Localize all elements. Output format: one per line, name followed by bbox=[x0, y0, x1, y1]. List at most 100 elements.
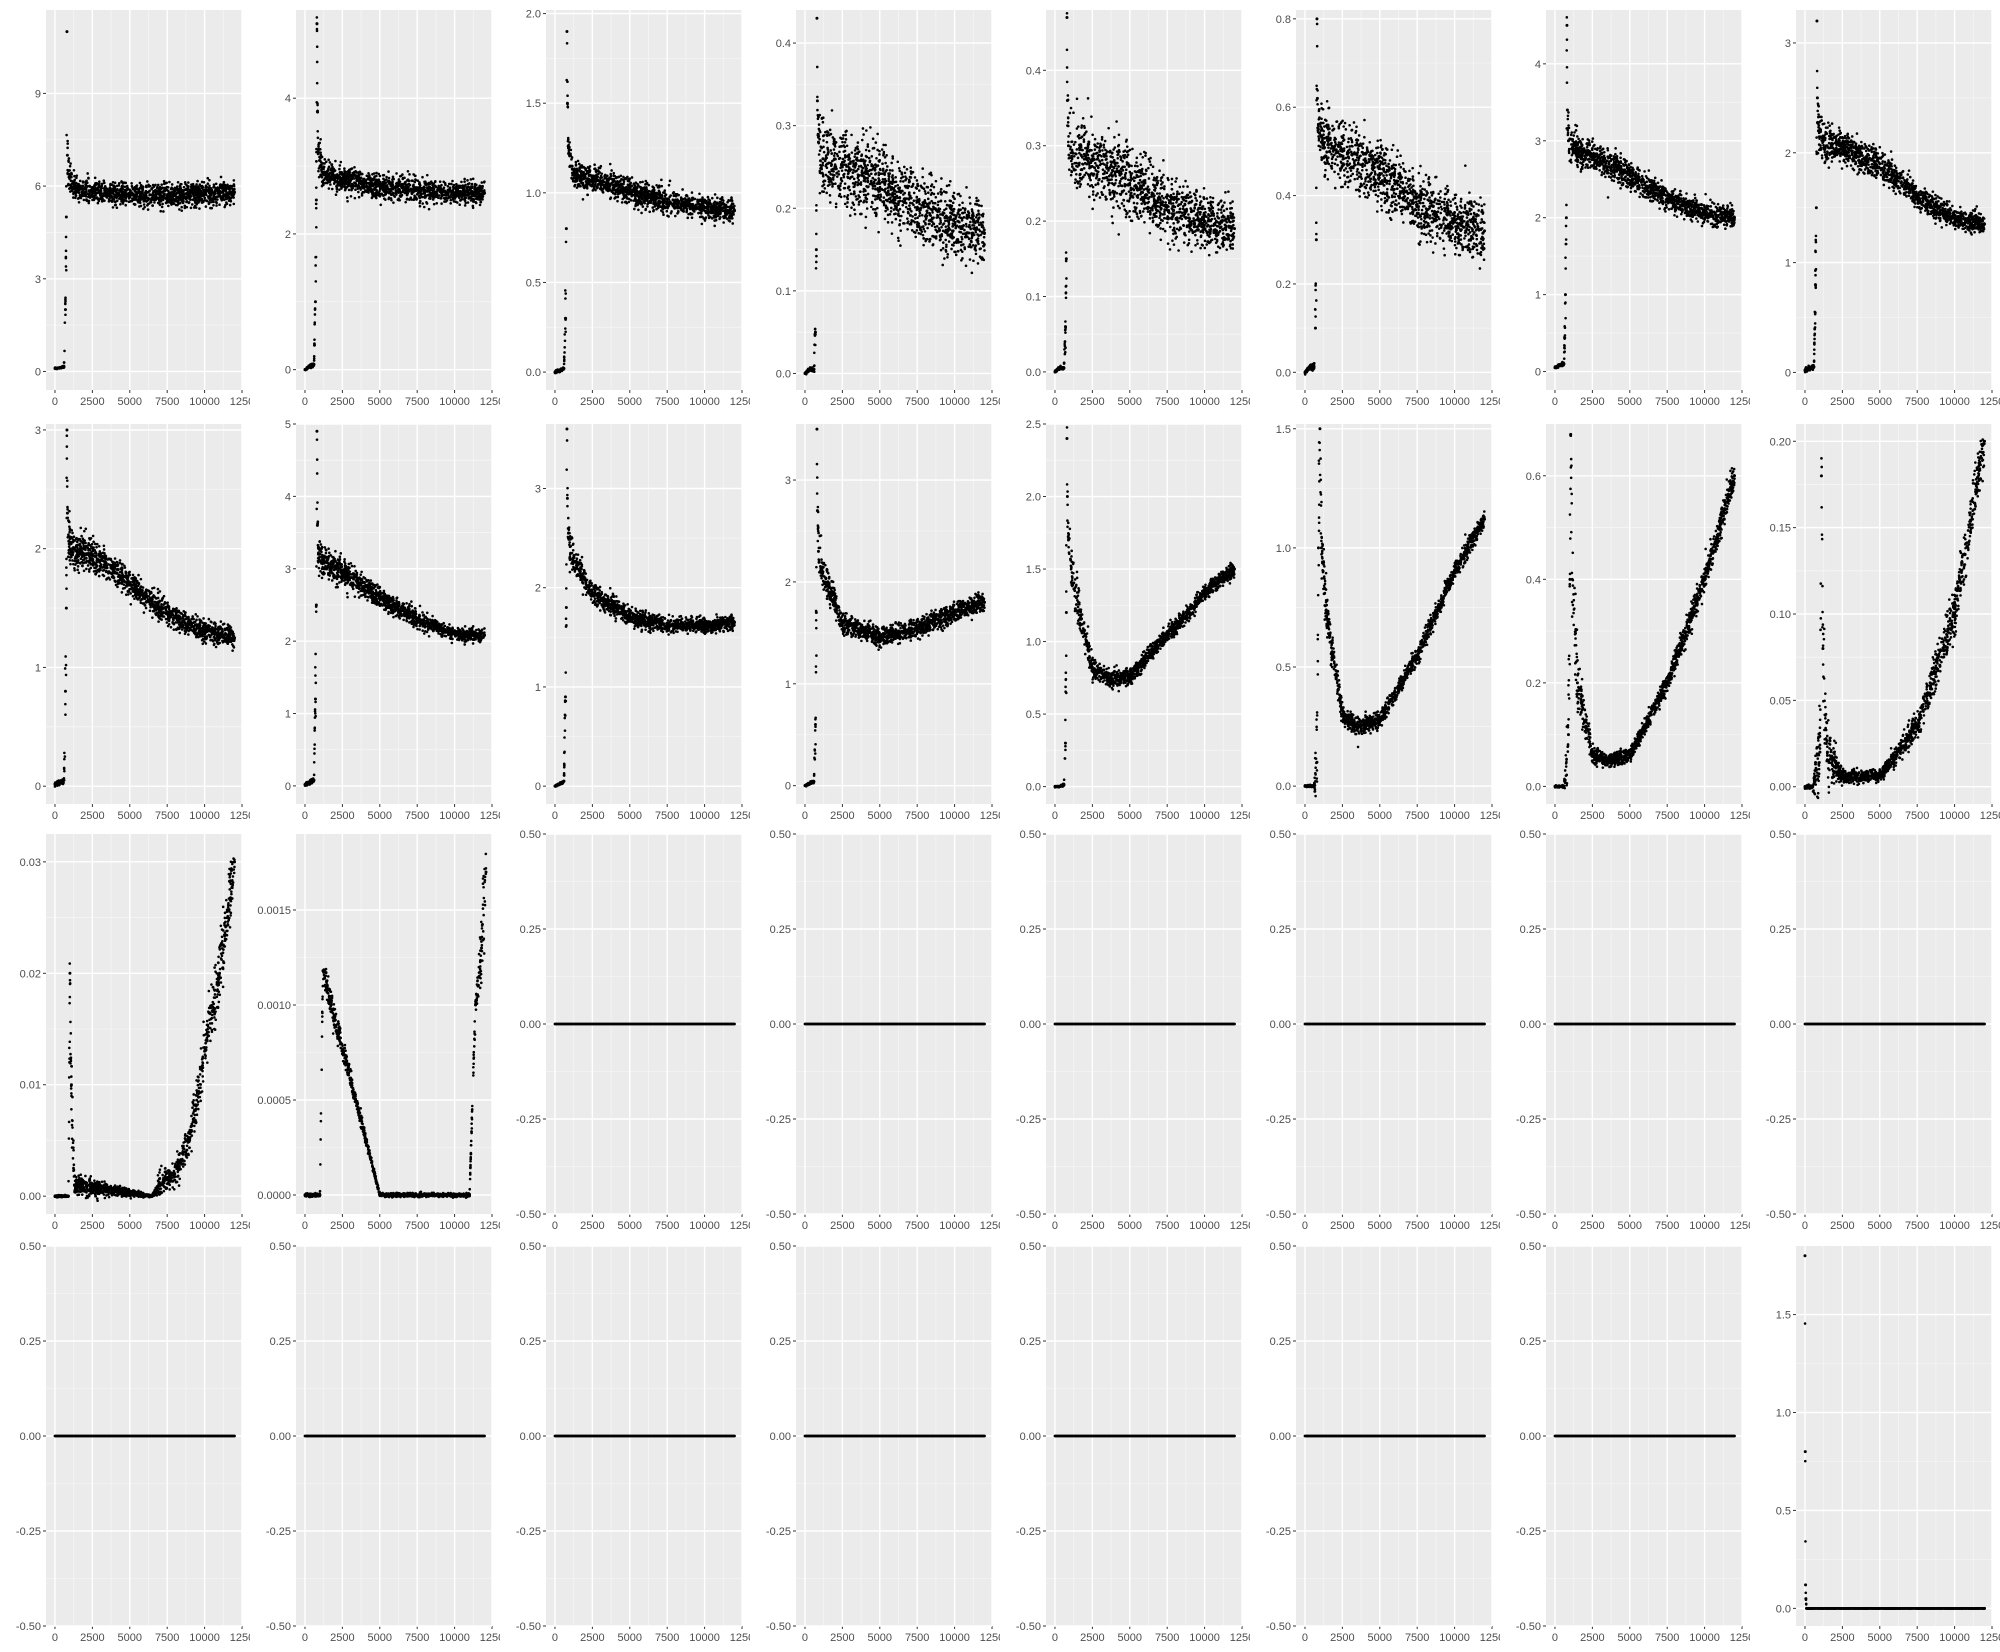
data-point bbox=[903, 191, 906, 195]
data-point bbox=[912, 199, 916, 203]
data-point bbox=[690, 191, 694, 194]
y-tick-label: 4 bbox=[285, 93, 291, 105]
data-point bbox=[316, 103, 319, 107]
data-point bbox=[383, 193, 386, 197]
data-point bbox=[725, 217, 729, 220]
panel-2: 0250050007500100001250024 bbox=[250, 6, 500, 416]
data-point bbox=[570, 176, 573, 180]
data-point bbox=[890, 206, 893, 210]
data-point bbox=[315, 60, 319, 64]
panel-4: 02500500075001000012500.00.10.20.30.4 bbox=[750, 6, 1000, 416]
data-point bbox=[64, 265, 68, 268]
data-point bbox=[442, 180, 446, 184]
data-point bbox=[864, 226, 867, 230]
data-point bbox=[389, 183, 392, 186]
data-point bbox=[350, 185, 354, 189]
data-point bbox=[93, 176, 97, 180]
data-point bbox=[612, 178, 615, 182]
data-point bbox=[870, 205, 873, 209]
data-point bbox=[563, 351, 566, 354]
data-point bbox=[587, 177, 591, 181]
data-point bbox=[144, 190, 147, 194]
data-point bbox=[65, 153, 69, 157]
data-point bbox=[55, 367, 58, 370]
data-point bbox=[591, 177, 595, 181]
data-point bbox=[313, 300, 317, 304]
data-point bbox=[593, 163, 596, 167]
data-point bbox=[633, 194, 637, 198]
data-point bbox=[119, 188, 123, 192]
data-point bbox=[433, 190, 436, 193]
data-point bbox=[620, 201, 624, 204]
data-point bbox=[862, 133, 865, 136]
data-point bbox=[566, 94, 569, 98]
data-point bbox=[74, 194, 78, 197]
data-point bbox=[697, 207, 701, 210]
data-point bbox=[980, 204, 983, 208]
data-point bbox=[673, 214, 677, 218]
data-point bbox=[332, 167, 335, 171]
data-point bbox=[651, 185, 654, 189]
data-point bbox=[563, 333, 567, 336]
data-point bbox=[612, 171, 616, 175]
data-point bbox=[365, 174, 369, 178]
data-point bbox=[160, 183, 163, 186]
data-point bbox=[706, 211, 709, 215]
data-point bbox=[821, 163, 824, 167]
data-point bbox=[71, 180, 75, 183]
data-point bbox=[616, 187, 619, 191]
data-point bbox=[182, 185, 186, 189]
data-point bbox=[343, 182, 346, 185]
data-point bbox=[671, 191, 675, 195]
data-point bbox=[72, 182, 76, 186]
data-point bbox=[380, 193, 384, 196]
data-point bbox=[63, 349, 66, 353]
data-point bbox=[195, 183, 198, 186]
data-point bbox=[88, 185, 92, 188]
data-point bbox=[179, 187, 183, 190]
data-point bbox=[387, 197, 390, 201]
data-point bbox=[440, 183, 443, 187]
data-point bbox=[665, 197, 669, 201]
data-point bbox=[354, 183, 358, 186]
data-point bbox=[721, 201, 725, 205]
data-point bbox=[94, 194, 97, 197]
data-point bbox=[359, 179, 362, 182]
data-point bbox=[126, 186, 129, 190]
data-point bbox=[96, 197, 100, 200]
data-point bbox=[713, 224, 716, 228]
data-point bbox=[718, 217, 721, 221]
data-point bbox=[152, 198, 156, 202]
data-point bbox=[598, 171, 602, 174]
data-point bbox=[661, 211, 665, 214]
data-point bbox=[315, 81, 319, 85]
data-point bbox=[634, 187, 637, 191]
data-point bbox=[117, 181, 121, 185]
data-point bbox=[685, 210, 688, 214]
data-point bbox=[193, 201, 197, 204]
data-point bbox=[660, 196, 664, 200]
data-point bbox=[843, 202, 847, 206]
data-point bbox=[876, 206, 879, 210]
data-point bbox=[232, 202, 236, 206]
data-point bbox=[923, 190, 927, 193]
data-point bbox=[635, 199, 639, 202]
data-point bbox=[214, 182, 218, 186]
data-point bbox=[608, 197, 612, 201]
data-point bbox=[962, 243, 965, 246]
data-point bbox=[653, 188, 656, 192]
data-point bbox=[954, 226, 957, 230]
data-point bbox=[352, 184, 356, 188]
data-point bbox=[346, 184, 350, 188]
data-point bbox=[72, 191, 75, 195]
data-point bbox=[214, 200, 218, 204]
data-point bbox=[949, 211, 952, 215]
data-point bbox=[174, 194, 177, 198]
data-point bbox=[327, 173, 331, 176]
data-point bbox=[227, 192, 230, 196]
data-point bbox=[86, 172, 89, 175]
data-point bbox=[677, 193, 680, 197]
data-point bbox=[389, 192, 393, 196]
data-point bbox=[212, 197, 215, 201]
